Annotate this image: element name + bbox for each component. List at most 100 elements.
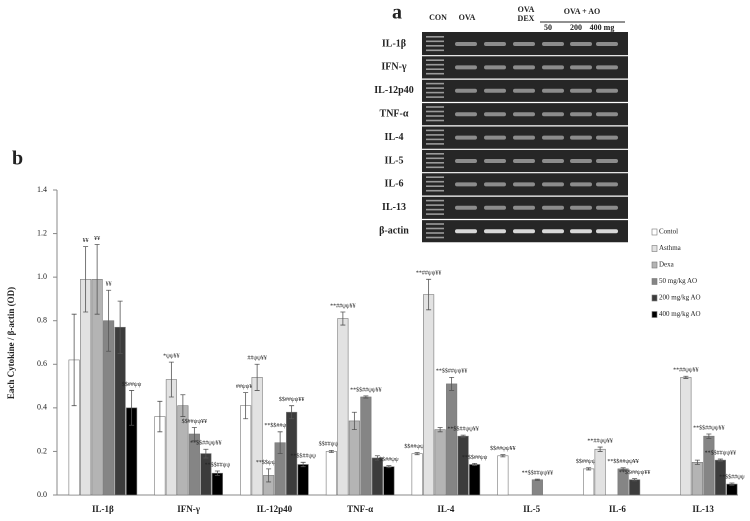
significance-label: $$##ψψ¥¥ xyxy=(279,396,305,403)
bar xyxy=(469,464,481,496)
gel-band xyxy=(484,159,506,163)
ladder-band xyxy=(426,68,444,70)
error-bar xyxy=(586,467,592,471)
significance-label: **$$##ψψ¥¥ xyxy=(619,469,651,476)
gel-band xyxy=(570,135,592,140)
ladder-band xyxy=(426,176,444,178)
gel-band xyxy=(596,159,618,163)
y-tick-label: 0.8 xyxy=(37,316,47,325)
x-tick-label: IL-4 xyxy=(437,504,455,514)
bar xyxy=(423,294,435,496)
error-bar xyxy=(71,313,77,407)
bar xyxy=(383,466,395,496)
x-tick-label: IL-13 xyxy=(692,504,714,514)
error-bar xyxy=(328,449,334,453)
significance-label: **$$ψψ¥¥ xyxy=(256,459,282,466)
legend-swatch xyxy=(651,278,658,285)
error-bar xyxy=(180,394,186,417)
ladder-band xyxy=(426,227,444,230)
gel-band xyxy=(513,182,535,187)
significance-label: **$$##ψψ¥¥ xyxy=(190,440,222,447)
significance-label: **$$##ψψ¥¥ xyxy=(693,424,725,431)
bar xyxy=(691,462,703,496)
ladder-band xyxy=(426,40,444,43)
ladder-band xyxy=(426,96,444,98)
error-bar xyxy=(157,400,163,433)
bar xyxy=(497,455,509,496)
ladder-band xyxy=(426,162,444,164)
ladder-band xyxy=(426,119,444,122)
gel-band xyxy=(570,182,592,187)
gel-band xyxy=(596,182,618,187)
bar xyxy=(680,377,692,496)
gel-band xyxy=(596,112,618,117)
legend-swatch xyxy=(651,294,658,302)
bar xyxy=(371,457,383,496)
significance-label: **$$##ψψ xyxy=(462,454,488,461)
ladder-band xyxy=(426,157,444,160)
gel-row-label: IL-4 xyxy=(385,132,404,143)
x-tick-label: IL-6 xyxy=(609,504,627,514)
gel-row-label: IL-12p40 xyxy=(374,85,413,96)
significance-label: **$$##ψψ¥¥ xyxy=(522,469,554,476)
significance-label: ¥¥ xyxy=(106,282,112,288)
gel-dose-label: 50 xyxy=(544,23,552,32)
error-bar xyxy=(363,395,369,399)
gel-band xyxy=(596,65,618,70)
gel-band xyxy=(570,112,592,117)
bar xyxy=(446,383,458,496)
error-bar xyxy=(289,405,295,420)
gel-band xyxy=(484,182,506,187)
gel-row-label: β-actin xyxy=(379,225,409,236)
gel-band xyxy=(484,205,506,210)
significance-label: $$##ψψ¥¥ xyxy=(404,443,430,450)
ladder-band xyxy=(426,138,444,141)
legend-label: 200 mg/kg AO xyxy=(659,294,701,302)
gel-band xyxy=(542,42,564,46)
gel-row-label: IL-5 xyxy=(385,155,404,166)
ladder-band xyxy=(426,153,444,155)
error-bar xyxy=(472,463,478,466)
gel-band xyxy=(513,205,535,210)
ladder-band xyxy=(426,213,444,215)
gel-band xyxy=(455,42,477,46)
y-tick-label: 1.0 xyxy=(37,272,47,281)
bar xyxy=(703,435,715,496)
significance-label: ¥¥ xyxy=(94,236,100,242)
bar xyxy=(251,377,263,496)
gel-band xyxy=(513,159,535,163)
x-tick-label: IL-12p40 xyxy=(257,504,293,514)
gel-band xyxy=(570,229,592,234)
ladder-band xyxy=(426,63,444,66)
significance-label: **##ψψ¥¥ xyxy=(673,368,699,374)
error-bar xyxy=(214,470,220,476)
bar xyxy=(726,483,738,496)
gel-band xyxy=(570,88,592,93)
gel-band xyxy=(455,65,477,70)
ladder-band xyxy=(426,185,444,187)
gel-band xyxy=(570,65,592,70)
gel-band xyxy=(484,88,506,93)
gel-row-label: TNF-α xyxy=(380,108,409,119)
significance-label: ##ψψ¥¥ xyxy=(236,384,256,390)
legend-label: Contol xyxy=(659,228,678,236)
legend-label: Dexa xyxy=(659,261,675,269)
ladder-band xyxy=(426,204,444,206)
gel-row-label: IL-13 xyxy=(382,202,406,213)
legend-label: 50 mg/kg AO xyxy=(659,277,697,285)
gel-group-label: OVA + AO xyxy=(564,7,600,16)
error-bar xyxy=(729,482,735,486)
ladder-band xyxy=(426,236,444,239)
gel-band xyxy=(570,159,592,163)
bar xyxy=(360,396,372,496)
significance-label: $$##ψψ xyxy=(122,381,142,388)
error-bar xyxy=(437,427,443,433)
gel-row-label: IL-6 xyxy=(385,179,404,190)
legend-label: 400 mg/kg AO xyxy=(659,310,701,318)
error-bar xyxy=(386,465,392,469)
significance-label: **##ψψ¥¥ xyxy=(330,303,356,309)
significance-label: $$##ψψ¥¥ xyxy=(576,458,602,465)
gel-band xyxy=(513,88,535,93)
ladder-band xyxy=(426,59,444,61)
ladder-band xyxy=(426,110,444,113)
